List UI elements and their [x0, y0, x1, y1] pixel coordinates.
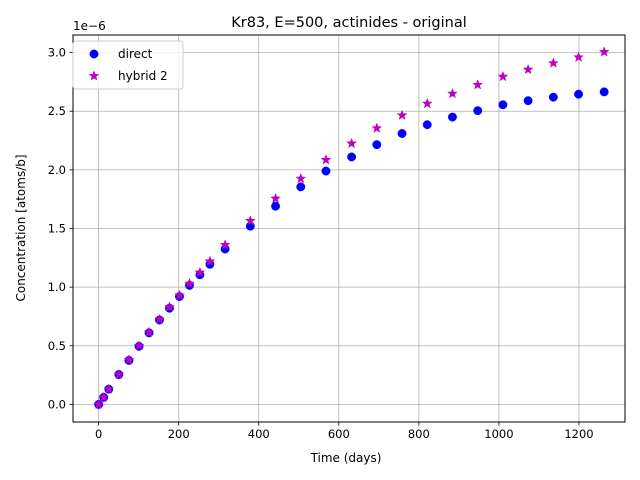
y-tick-label: 0.5: [48, 339, 66, 353]
legend-marker-symbol: [89, 49, 99, 59]
data-point: [113, 368, 125, 380]
data-point: [244, 215, 256, 226]
data-point: [547, 57, 559, 68]
x-tick-label: 1200: [564, 427, 593, 441]
data-series: [93, 46, 610, 410]
x-tick-label: 600: [328, 427, 350, 441]
data-point: [347, 152, 357, 162]
data-point: [321, 166, 331, 176]
data-point: [473, 106, 483, 116]
axis-ticks: 0 200 400 600 800 1000 1200 0.0 0.5 1.0 1.5 2.0 2.5 3…: [48, 46, 594, 441]
data-point: [372, 140, 382, 150]
data-point: [271, 201, 280, 211]
chart-title: Kr83, E=500, actinides - original: [231, 15, 466, 31]
data-point: [396, 109, 408, 120]
legend: direct hybrid 2: [72, 40, 184, 90]
legend-marker-hybrid-2: [88, 70, 100, 81]
data-point: [194, 266, 206, 278]
data-point: [184, 277, 195, 289]
data-point: [133, 340, 145, 351]
data-point: [522, 63, 534, 75]
data-point: [93, 398, 105, 410]
x-tick-label: 200: [168, 427, 190, 441]
data-point: [523, 96, 533, 106]
y-tick-label: 3.0: [48, 46, 66, 60]
x-tick-label: 0: [95, 427, 102, 441]
data-point: [295, 172, 307, 184]
data-point: [497, 70, 509, 82]
data-point: [498, 100, 508, 110]
y-tick-label: 0.0: [48, 397, 66, 411]
data-point: [154, 313, 165, 325]
data-point: [164, 301, 175, 312]
legend-marker-symbol: [88, 70, 100, 81]
legend-box: [72, 40, 184, 90]
x-axis-label: Time (days): [310, 451, 382, 465]
data-point: [204, 255, 216, 266]
data-point: [174, 289, 185, 300]
y-axis-multiplier: 1e−6: [73, 19, 106, 33]
data-point: [422, 120, 432, 130]
data-point: [123, 354, 135, 365]
data-point: [573, 51, 584, 62]
grid-lines: [73, 35, 625, 422]
y-tick-label: 2.0: [48, 163, 66, 177]
data-point: [219, 239, 231, 250]
x-tick-label: 800: [408, 427, 430, 441]
data-point: [472, 79, 484, 90]
data-point: [598, 46, 610, 57]
data-point: [548, 92, 558, 102]
data-point: [346, 137, 358, 149]
x-tick-label: 400: [248, 427, 270, 441]
data-point: [574, 89, 584, 99]
data-point: [98, 391, 110, 402]
y-axis-label: Concentration [atoms/b]: [14, 154, 28, 301]
data-point: [143, 326, 155, 337]
series-hybrid-2: [93, 46, 610, 410]
data-point: [448, 112, 457, 122]
y-tick-label: 2.5: [48, 104, 66, 118]
data-point: [320, 154, 332, 165]
data-point: [447, 87, 458, 99]
data-point: [397, 129, 407, 138]
data-point: [270, 192, 281, 204]
x-tick-label: 1000: [484, 427, 513, 441]
legend-marker-direct: [89, 49, 99, 59]
legend-label-hybrid-2: hybrid 2: [118, 69, 168, 83]
legend-label-direct: direct: [118, 47, 153, 61]
data-point: [599, 87, 609, 97]
data-point: [371, 122, 383, 133]
data-point: [103, 383, 115, 394]
y-tick-label: 1.0: [48, 280, 66, 294]
data-point: [421, 97, 433, 109]
data-point: [296, 182, 306, 192]
y-tick-label: 1.5: [48, 222, 66, 236]
